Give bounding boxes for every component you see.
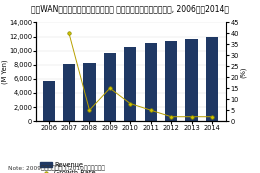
Legend: Revenue, Growth Rate: Revenue, Growth Rate: [40, 162, 96, 173]
Bar: [43, 81, 55, 121]
Bar: [145, 43, 157, 121]
Bar: [63, 64, 75, 121]
Text: 国内WANアプリケーション配信市場 エンドユーザー売上額予測, 2006年～2014年: 国内WANアプリケーション配信市場 エンドユーザー売上額予測, 2006年～20…: [31, 4, 229, 13]
Bar: [165, 41, 177, 121]
Bar: [185, 39, 198, 121]
Bar: [124, 47, 136, 121]
Bar: [206, 37, 218, 121]
Y-axis label: (%): (%): [240, 66, 247, 78]
Bar: [83, 63, 96, 121]
Bar: [104, 53, 116, 121]
Y-axis label: (M Yen): (M Yen): [1, 60, 8, 84]
Text: Note: 2009年までは実績値、2010年以降は予測: Note: 2009年までは実績値、2010年以降は予測: [8, 166, 105, 171]
